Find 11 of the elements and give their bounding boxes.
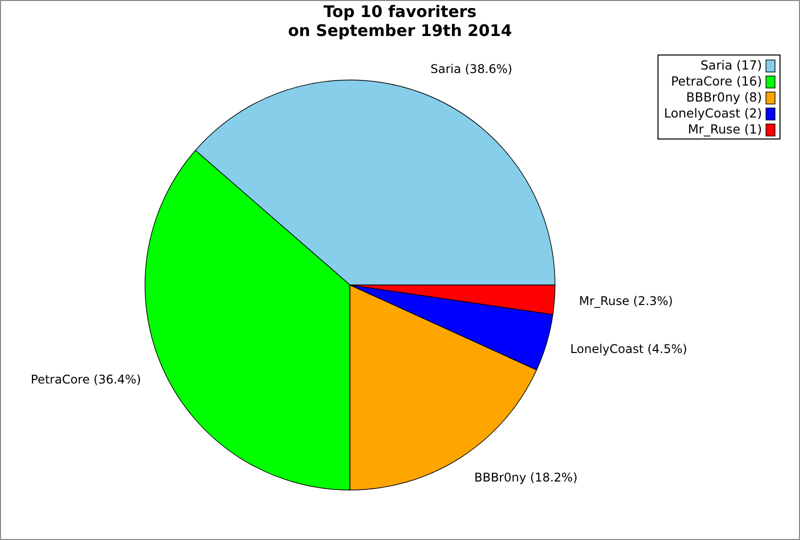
legend-label: LonelyCoast (2) — [664, 105, 762, 120]
data-label: LonelyCoast (4.5%) — [570, 342, 688, 356]
data-label: BBBr0ny (18.2%) — [474, 470, 578, 484]
data-label: Mr_Ruse (2.3%) — [579, 294, 673, 308]
legend-label: Mr_Ruse (1) — [688, 121, 762, 136]
legend-label: Saria (17) — [700, 57, 762, 72]
data-label: Saria (38.6%) — [430, 62, 512, 76]
legend-label: BBBr0ny (8) — [686, 89, 762, 104]
chart-title: Top 10 favoriters on September 19th 2014 — [288, 2, 512, 40]
data-label: PetraCore (36.4%) — [30, 372, 142, 386]
legend-label: PetraCore (16) — [670, 73, 762, 88]
